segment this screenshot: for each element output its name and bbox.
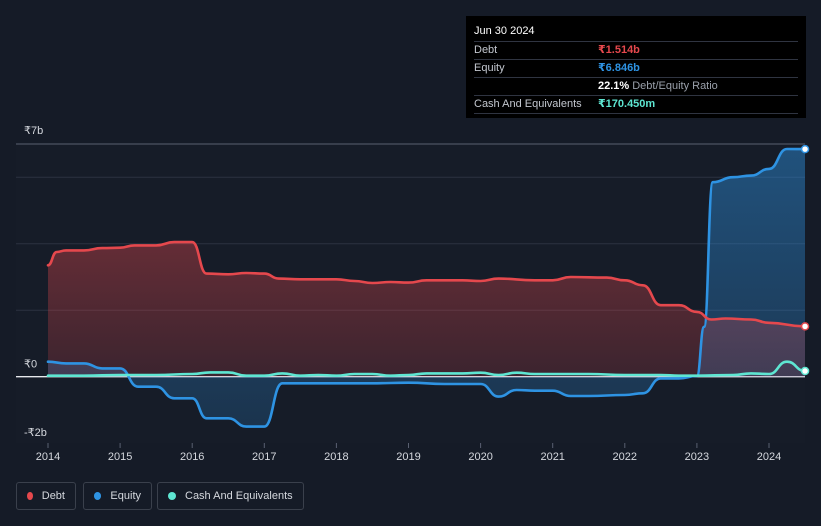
legend-cash-label: Cash And Equivalents <box>185 490 293 502</box>
y-tick-label: ₹7b <box>24 125 43 137</box>
cash-and-equivalents-line <box>46 360 807 378</box>
equity-dot-icon <box>94 492 102 500</box>
tooltip-row-ratio: 22.1% Debt/Equity Ratio <box>474 78 798 96</box>
legend-equity-label: Equity <box>110 490 141 502</box>
tooltip-debt-label: Debt <box>474 44 498 56</box>
x-tick-label: 2024 <box>757 451 781 463</box>
x-tick-label: 2016 <box>180 451 204 463</box>
x-tick-label: 2014 <box>36 451 60 463</box>
tooltip-date: Jun 30 2024 <box>474 24 798 42</box>
tooltip-debt-value: ₹1.514b <box>598 44 640 56</box>
tooltip-ratio-label: Debt/Equity Ratio <box>632 80 718 92</box>
x-tick-label: 2020 <box>468 451 492 463</box>
x-tick-label: 2017 <box>252 451 276 463</box>
tooltip-cash-label: Cash And Equivalents <box>474 98 582 110</box>
legend-item-equity[interactable]: Equity <box>83 482 152 510</box>
tooltip-equity-label: Equity <box>474 62 505 74</box>
equity-line <box>46 147 807 428</box>
legend-debt-label: Debt <box>41 490 65 502</box>
x-tick-label: 2019 <box>396 451 420 463</box>
debt-line <box>46 240 807 328</box>
tooltip-panel: Jun 30 2024 Debt ₹1.514b Equity ₹6.846b … <box>466 16 806 118</box>
x-tick-label: 2023 <box>685 451 709 463</box>
x-tick-label: 2018 <box>324 451 348 463</box>
x-tick-label: 2015 <box>108 451 132 463</box>
x-tick-label: 2021 <box>540 451 564 463</box>
tooltip-row-equity: Equity ₹6.846b <box>474 60 798 78</box>
debt-dot-icon <box>27 492 33 500</box>
debt-area <box>48 242 805 377</box>
cash-dot-icon <box>168 492 176 500</box>
tooltip-equity-value: ₹6.846b <box>598 62 640 74</box>
x-tick-label: 2022 <box>613 451 637 463</box>
tooltip-ratio-value: 22.1% <box>598 80 630 92</box>
legend-item-debt[interactable]: Debt <box>16 482 76 510</box>
equity-end-marker <box>800 144 810 154</box>
tooltip-row-cash: Cash And Equivalents ₹170.450m <box>474 96 798 114</box>
legend-item-cash[interactable]: Cash And Equivalents <box>157 482 304 510</box>
tooltip-row-debt: Debt ₹1.514b <box>474 42 798 60</box>
tooltip-cash-value: ₹170.450m <box>598 98 656 110</box>
debt-end-marker <box>800 322 810 331</box>
cash-and-equivalents-end-marker <box>800 366 810 376</box>
y-tick-label: ₹0 <box>24 359 37 371</box>
y-tick-label: -₹2b <box>24 427 47 439</box>
